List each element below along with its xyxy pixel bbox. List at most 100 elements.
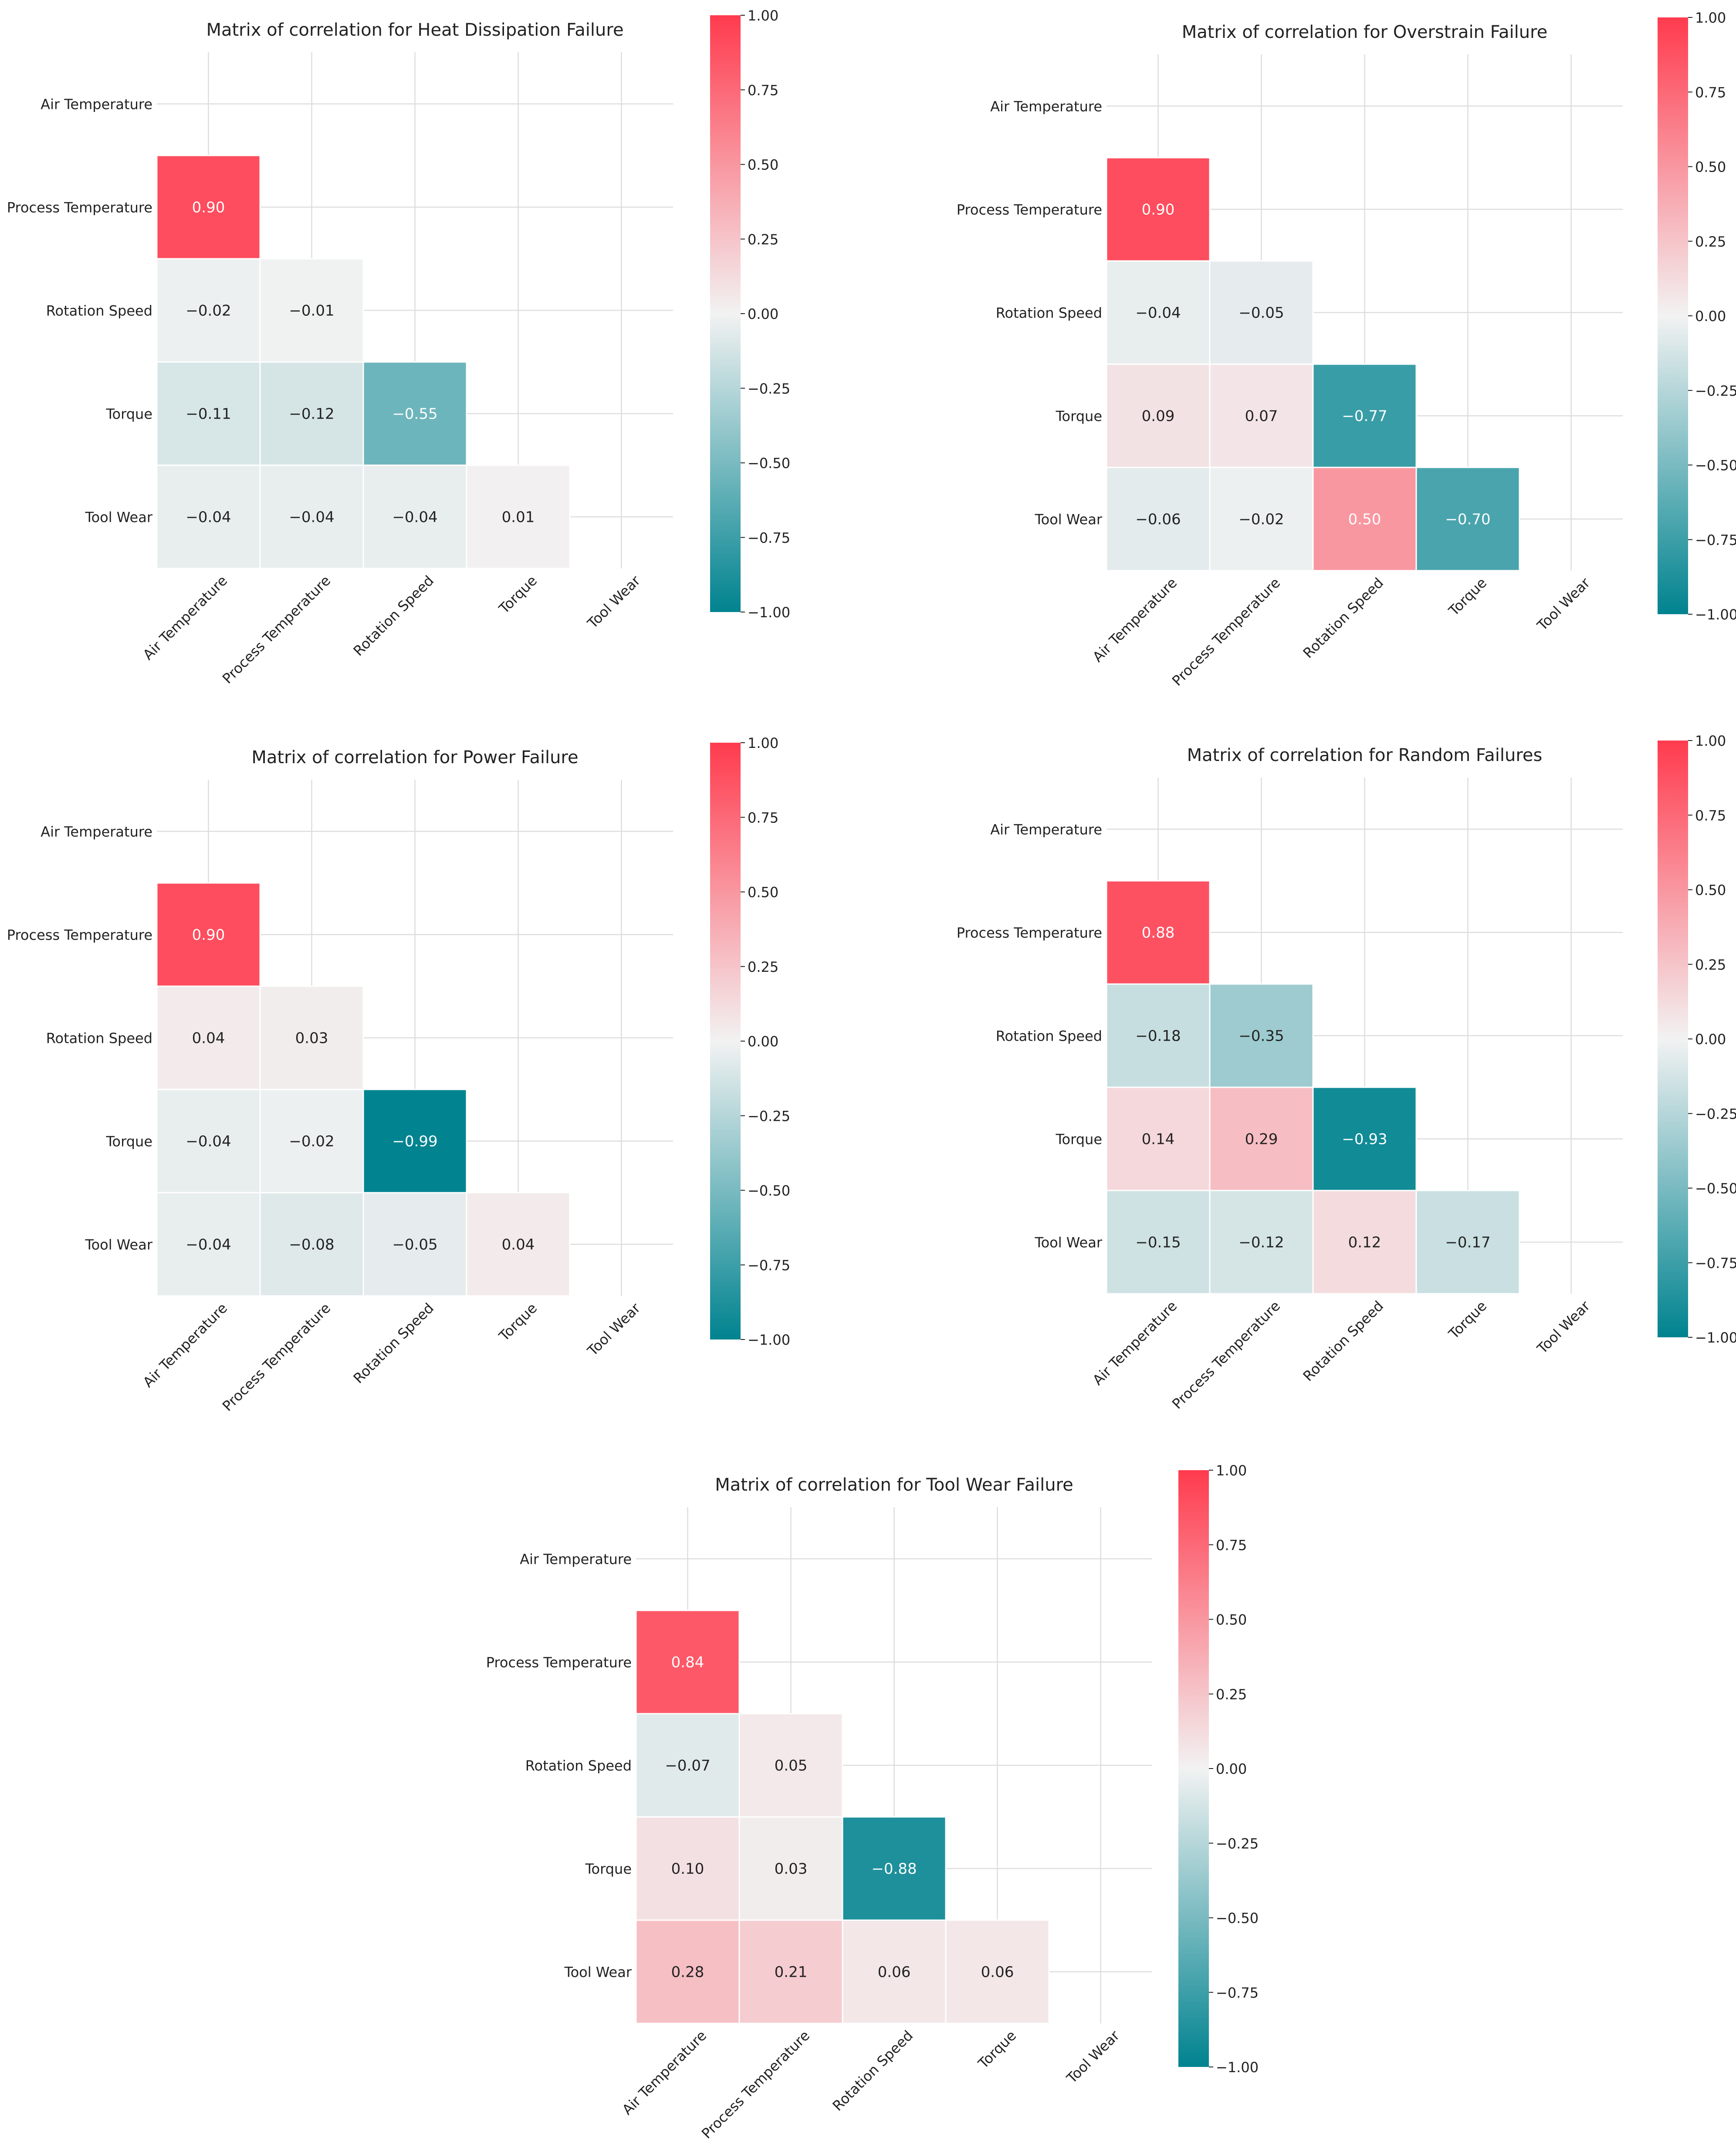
cell-value-label: −0.04 bbox=[392, 509, 437, 526]
heatmap-cell bbox=[1415, 1190, 1520, 1295]
cell-value-label: 0.21 bbox=[775, 1964, 808, 1981]
colorbar-tick-label: −0.75 bbox=[1695, 532, 1736, 548]
heatmap-cell bbox=[466, 1192, 571, 1297]
cell-value-label: −0.04 bbox=[1135, 304, 1181, 322]
heatmap-cell bbox=[259, 1192, 364, 1297]
heatmap-cell bbox=[1312, 363, 1417, 468]
heatmap-cell bbox=[1209, 467, 1314, 572]
y-tick-label-rotation-speed: Rotation Speed bbox=[46, 1030, 152, 1047]
colorbar-tick-label: 1.00 bbox=[1695, 10, 1726, 26]
cell-value-label: −0.93 bbox=[1342, 1131, 1387, 1148]
heatmap-cell bbox=[945, 1919, 1050, 2024]
colorbar-tick-label: −0.25 bbox=[1695, 1106, 1736, 1122]
cell-value-label: −0.18 bbox=[1135, 1028, 1181, 1045]
y-tick-label-air-temperature: Air Temperature bbox=[990, 98, 1102, 115]
cell-value-label: −0.77 bbox=[1342, 408, 1387, 425]
cell-value-label: 0.90 bbox=[192, 927, 225, 944]
cell-value-label: 0.12 bbox=[1348, 1234, 1381, 1251]
colorbar-tick-label: 0.75 bbox=[1695, 807, 1726, 824]
cell-value-label: −0.04 bbox=[186, 509, 231, 526]
heatmap-cell bbox=[1106, 1190, 1211, 1295]
colorbar bbox=[1178, 1470, 1209, 2067]
cell-value-label: 0.50 bbox=[1348, 511, 1381, 528]
y-tick-label-torque: Torque bbox=[1055, 408, 1102, 425]
y-tick-label-rotation-speed: Rotation Speed bbox=[525, 1758, 632, 1774]
heatmap-cell bbox=[156, 361, 261, 466]
heatmap-cell bbox=[635, 1919, 740, 2024]
colorbar-tick-label: 0.50 bbox=[748, 157, 778, 173]
cell-value-label: −0.08 bbox=[289, 1236, 334, 1254]
cell-value-label: −0.99 bbox=[392, 1133, 437, 1150]
cell-value-label: −0.01 bbox=[289, 302, 334, 320]
y-tick-label-process-temperature: Process Temperature bbox=[486, 1654, 632, 1671]
colorbar-tick-label: 0.25 bbox=[1216, 1686, 1247, 1703]
cell-value-label: 0.90 bbox=[1142, 201, 1175, 219]
cell-value-label: 0.01 bbox=[502, 509, 535, 526]
chart-title: Matrix of correlation for Overstrain Fai… bbox=[1182, 22, 1547, 42]
colorbar-tick-label: 1.00 bbox=[1695, 733, 1726, 749]
colorbar-tick-label: −1.00 bbox=[748, 604, 790, 621]
chart-title: Matrix of correlation for Heat Dissipati… bbox=[206, 20, 623, 40]
colorbar-tick-label: 0.75 bbox=[748, 82, 778, 98]
cell-value-label: −0.12 bbox=[289, 406, 334, 423]
y-tick-label-tool-wear: Tool Wear bbox=[1034, 511, 1102, 528]
y-tick-label-air-temperature: Air Temperature bbox=[990, 822, 1102, 838]
y-tick-label-tool-wear: Tool Wear bbox=[564, 1964, 632, 1981]
colorbar-tick-label: 1.00 bbox=[748, 735, 778, 751]
colorbar-tick-label: −0.75 bbox=[1695, 1255, 1736, 1272]
y-tick-label-rotation-speed: Rotation Speed bbox=[996, 1028, 1102, 1045]
colorbar-tick-label: −0.25 bbox=[1695, 382, 1736, 399]
cell-value-label: 0.05 bbox=[775, 1757, 808, 1775]
heatmap-cell bbox=[259, 985, 364, 1090]
colorbar-tick-label: −0.75 bbox=[1216, 1985, 1259, 2001]
cell-value-label: 0.29 bbox=[1245, 1131, 1278, 1148]
cell-value-label: 0.28 bbox=[671, 1964, 704, 1981]
colorbar-tick-label: 0.00 bbox=[748, 306, 778, 322]
y-tick-label-rotation-speed: Rotation Speed bbox=[996, 305, 1102, 321]
colorbar bbox=[1658, 741, 1688, 1337]
colorbar-tick-label: −0.25 bbox=[748, 380, 790, 397]
colorbar-tick-label: 0.50 bbox=[1216, 1612, 1247, 1628]
cell-value-label: 0.04 bbox=[502, 1236, 535, 1254]
heatmap-cell bbox=[738, 1816, 843, 1921]
chart-title: Matrix of correlation for Random Failure… bbox=[1187, 745, 1543, 765]
heatmap-cell bbox=[259, 361, 364, 466]
y-tick-label-torque: Torque bbox=[585, 1861, 632, 1877]
colorbar-tick-label: −0.50 bbox=[748, 1183, 790, 1199]
y-tick-label-tool-wear: Tool Wear bbox=[1034, 1235, 1102, 1251]
y-tick-label-torque: Torque bbox=[105, 406, 152, 423]
heatmap-cell bbox=[635, 1610, 740, 1715]
cell-value-label: 0.14 bbox=[1142, 1131, 1175, 1148]
colorbar-tick-label: 0.25 bbox=[1695, 957, 1726, 973]
heatmap-cell bbox=[1209, 1190, 1314, 1295]
colorbar-tick-label: −0.50 bbox=[1216, 1910, 1259, 1927]
cell-value-label: −0.70 bbox=[1445, 511, 1490, 528]
cell-value-label: −0.05 bbox=[1239, 304, 1284, 322]
heatmap-cell bbox=[1209, 983, 1314, 1088]
colorbar-tick-label: 0.00 bbox=[1695, 1031, 1726, 1048]
heatmap-cell bbox=[1106, 1086, 1211, 1191]
y-tick-label-tool-wear: Tool Wear bbox=[85, 509, 152, 526]
cell-value-label: 0.10 bbox=[671, 1860, 704, 1878]
cell-value-label: 0.03 bbox=[295, 1030, 328, 1047]
heatmap-cell bbox=[1415, 467, 1520, 572]
colorbar-tick-label: 0.25 bbox=[748, 231, 778, 248]
colorbar-tick-label: 0.75 bbox=[748, 809, 778, 826]
colorbar-tick-label: −0.75 bbox=[748, 530, 790, 546]
colorbar-tick-label: −0.50 bbox=[1695, 457, 1736, 474]
colorbar-tick-label: 0.75 bbox=[1695, 84, 1726, 101]
colorbar bbox=[1658, 17, 1688, 614]
heatmap-cell bbox=[156, 258, 261, 363]
colorbar-tick-label: 0.25 bbox=[1695, 233, 1726, 250]
cell-value-label: 0.06 bbox=[878, 1964, 911, 1981]
colorbar-tick-label: 0.50 bbox=[1695, 159, 1726, 176]
colorbar-tick-label: −0.25 bbox=[1216, 1835, 1259, 1852]
cell-value-label: 0.90 bbox=[192, 199, 225, 216]
heatmap-panel-2: Matrix of correlation for Overstrain Fai… bbox=[957, 10, 1736, 689]
colorbar-tick-label: 1.00 bbox=[748, 7, 778, 24]
y-tick-label-rotation-speed: Rotation Speed bbox=[46, 303, 152, 319]
colorbar-tick-label: −1.00 bbox=[1695, 606, 1736, 623]
heatmap-cell bbox=[362, 1192, 467, 1297]
cell-value-label: 0.88 bbox=[1142, 924, 1175, 942]
